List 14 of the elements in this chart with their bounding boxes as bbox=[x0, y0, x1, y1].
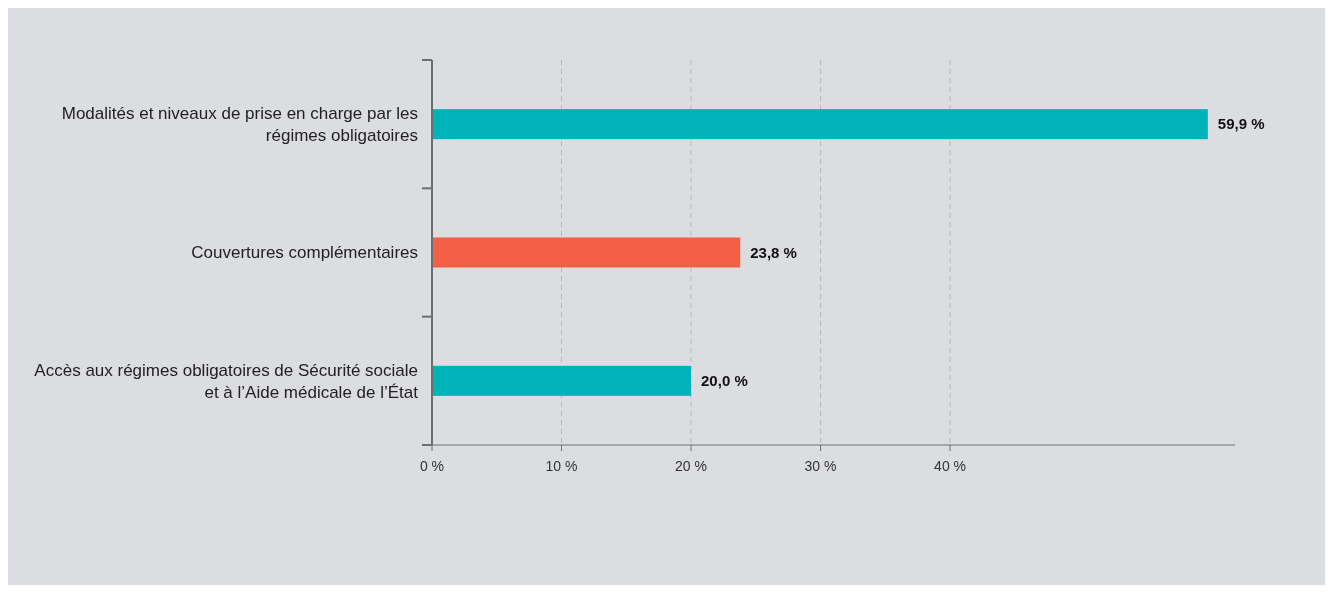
bar bbox=[432, 109, 1208, 140]
y-tick-label: Couvertures complémentaires bbox=[191, 243, 418, 263]
data-label: 23,8 % bbox=[750, 243, 797, 261]
x-tick-label: 20 % bbox=[675, 458, 707, 474]
x-tick-label: 0 % bbox=[419, 458, 445, 474]
x-tick-label: 30 % bbox=[804, 458, 837, 474]
x-tick-label: 10 % bbox=[545, 458, 578, 474]
x-tick-label: 40 % bbox=[934, 458, 967, 474]
bar bbox=[432, 237, 741, 268]
data-label: 20,0 % bbox=[701, 372, 748, 390]
y-tick-label: Accès aux régimes obligatoires de Sécurité sociale et à l’Aide médicale de l’État bbox=[34, 360, 419, 402]
y-tick-label: Modalités et niveaux de prise en charge par les régimes obligatoires bbox=[61, 104, 418, 146]
bar bbox=[432, 365, 692, 396]
data-label: 59,9 % bbox=[1217, 115, 1265, 133]
